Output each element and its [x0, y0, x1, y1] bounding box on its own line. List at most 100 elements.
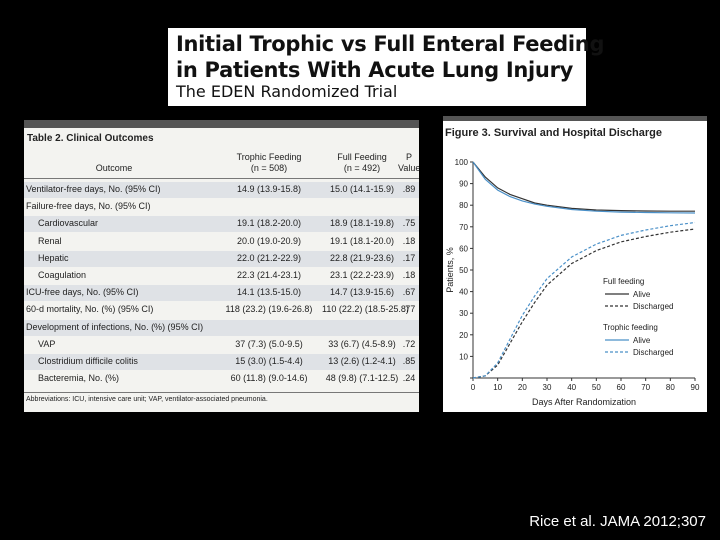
row-outcome-label: Failure-free days, No. (95% CI) [26, 201, 151, 212]
row-full-value: 22.8 (21.9-23.6) [329, 252, 395, 263]
table-row: Renal 20.0 (19.0-20.9) 19.1 (18.1-20.0) .18 [24, 234, 419, 250]
table-row: Development of infections, No. (%) (95% … [24, 319, 419, 336]
survival-chart: Figure 3. Survival and Hospital Discharg… [445, 127, 700, 407]
legend-full-alive: Alive [633, 290, 651, 299]
y-axis-label: Patients, % [445, 247, 455, 293]
table-caption: Table 2. Clinical Outcomes [27, 133, 154, 144]
table-row: Coagulation 22.3 (21.4-23.1) 23.1 (22.2-23… [24, 268, 419, 284]
row-p-value: .17 [402, 252, 416, 263]
legend-trophic-alive: Alive [633, 336, 651, 345]
x-axis-label: Days After Randomization [532, 397, 636, 407]
row-outcome-label: 60-d mortality, No. (%) (95% CI) [26, 304, 154, 315]
x-tick-label: 80 [666, 383, 675, 392]
row-outcome-label: Coagulation [38, 270, 87, 280]
x-tick-label: 0 [471, 383, 476, 392]
y-tick-label: 60 [459, 244, 468, 253]
table-row: Ventilator-free days, No. (95% CI) 14.9 (… [24, 182, 419, 198]
row-outcome-label: VAP [38, 338, 56, 349]
row-outcome-label: Hepatic [38, 252, 69, 263]
row-p-value: .18 [402, 270, 416, 280]
article-subtitle: The EDEN Randomized Trial [176, 82, 398, 101]
figure-title: Figure 3. Survival and Hospital Discharg… [445, 127, 662, 139]
row-outcome-label: Renal [38, 235, 62, 246]
row-p-value: .18 [402, 235, 416, 246]
row-full-value: 18.9 (18.1-19.8) [329, 218, 395, 229]
y-tick-label: 90 [459, 180, 468, 189]
series-line-2 [472, 161, 696, 214]
row-full-value: 14.7 (13.9-15.6) [329, 287, 395, 298]
header-divider [24, 178, 419, 179]
table-row: Clostridium difficile colitis 15 (3.0) (1… [24, 354, 419, 370]
row-p-value: .72 [402, 338, 416, 349]
table-row: Failure-free days, No. (95% CI) [24, 199, 419, 215]
legend-full-discharged: Discharged [633, 302, 673, 311]
citation: Rice et al. JAMA 2012;307 [529, 513, 706, 530]
header-outcome: Outcome [95, 163, 133, 173]
series-line-3 [472, 221, 696, 379]
row-full-value: 15.0 (14.1-15.9) [329, 184, 395, 194]
row-full-value: 48 (9.8) (7.1-12.5) [325, 373, 399, 384]
figure-top-bar [443, 116, 707, 121]
x-tick-label: 40 [567, 383, 576, 392]
header-trophic: Trophic Feeding (n = 508) [236, 152, 302, 173]
clinical-outcomes-table: Table 2. Clinical Outcomes Outcome Troph… [24, 120, 419, 412]
row-outcome-label: Bacteremia, No. (%) [38, 373, 120, 384]
row-outcome-label: Cardiovascular [38, 218, 99, 229]
table-row: Bacteremia, No. (%) 60 (11.8) (9.0-14.6) 4… [24, 371, 419, 387]
row-trophic-value: 60 (11.8) (9.0-14.6) [230, 373, 308, 384]
row-full-value: 23.1 (22.2-23.9) [329, 270, 395, 280]
series-line-1 [472, 228, 696, 379]
x-tick-label: 50 [592, 383, 601, 392]
table-row: Cardiovascular 19.1 (18.2-20.0) 18.9 (18.1… [24, 216, 419, 233]
y-tick-label: 100 [455, 158, 469, 167]
x-tick-label: 20 [518, 383, 527, 392]
legend-group-trophic: Trophic feeding [603, 323, 658, 332]
row-full-value: 13 (2.6) (1.2-4.1) [328, 356, 396, 366]
x-tick-label: 60 [617, 383, 626, 392]
y-tick-label: 80 [459, 201, 468, 210]
row-trophic-value: 37 (7.3) (5.0-9.5) [235, 338, 303, 349]
legend-group-full: Full feeding [603, 277, 644, 286]
row-trophic-value: 19.1 (18.2-20.0) [236, 218, 302, 229]
row-full-value: 19.1 (18.1-20.0) [329, 235, 395, 246]
table-row: ICU-free days, No. (95% CI) 14.1 (13.5-15… [24, 285, 419, 302]
y-tick-label: 10 [459, 352, 468, 361]
row-trophic-value: 118 (23.2) (19.6-26.8) [225, 304, 313, 315]
x-tick-label: 70 [641, 383, 650, 392]
row-outcome-label: ICU-free days, No. (95% CI) [26, 287, 139, 298]
row-p-value: .75 [402, 218, 416, 229]
x-tick-label: 90 [691, 383, 700, 392]
row-trophic-value: 22.3 (21.4-23.1) [236, 270, 302, 280]
table-row: Hepatic 22.0 (21.2-22.9) 22.8 (21.9-23.6).… [24, 250, 419, 267]
row-trophic-value: 20.0 (19.0-20.9) [236, 235, 302, 246]
row-trophic-value: 22.0 (21.2-22.9) [236, 252, 302, 263]
legend-trophic-discharged: Discharged [633, 348, 673, 357]
row-outcome-label: Development of infections, No. (%) (95% … [26, 321, 204, 332]
survival-figure: Figure 3. Survival and Hospital Discharg… [443, 116, 707, 412]
table-row: VAP 37 (7.3) (5.0-9.5) 33 (6.7) (4.5-8.9).… [24, 337, 419, 353]
row-p-value: .67 [402, 287, 416, 298]
header-full: Full Feeding (n = 492) [337, 152, 387, 173]
row-full-value: 33 (6.7) (4.5-8.9) [328, 338, 396, 349]
row-p-value: .89 [402, 184, 416, 194]
row-p-value: .77 [402, 304, 416, 315]
y-tick-label: 70 [459, 223, 468, 232]
row-trophic-value: 14.9 (13.9-15.8) [236, 184, 302, 194]
y-tick-label: 30 [459, 309, 468, 318]
row-trophic-value: 15 (3.0) (1.5-4.4) [235, 356, 303, 366]
row-outcome-label: Clostridium difficile colitis [38, 356, 138, 366]
table-top-bar [24, 120, 419, 128]
chart-legend: Full feeding Alive Discharged Trophic fe… [603, 277, 673, 357]
y-tick-label: 20 [459, 331, 468, 340]
row-trophic-value: 14.1 (13.5-15.0) [236, 287, 302, 298]
table-footnote: Abbreviations: ICU, intensive care unit;… [26, 396, 268, 403]
article-title-line-1: Initial Trophic vs Full Enteral Feeding [176, 32, 605, 56]
chart-lines [472, 161, 696, 379]
article-title-line-2: in Patients With Acute Lung Injury [176, 58, 574, 82]
row-outcome-label: Ventilator-free days, No. (95% CI) [26, 184, 161, 194]
row-full-value: 110 (22.2) (18.5-25.8) [322, 304, 409, 315]
series-line-0 [472, 161, 695, 212]
row-p-value: .85 [402, 356, 416, 366]
footnote-divider [24, 392, 419, 393]
x-tick-label: 30 [543, 383, 552, 392]
